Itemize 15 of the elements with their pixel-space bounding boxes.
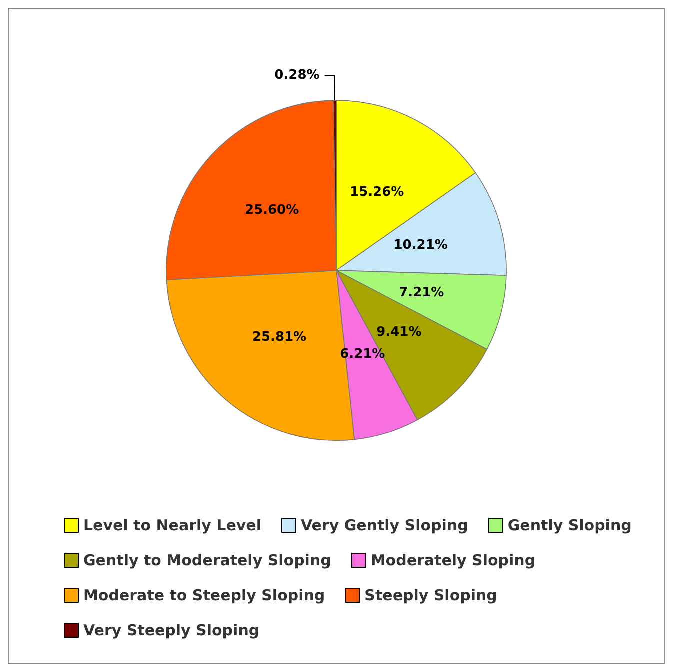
- legend-label: Steeply Sloping: [364, 586, 498, 604]
- data-label: 25.81%: [252, 330, 307, 346]
- data-label: 15.26%: [350, 185, 404, 200]
- data-label: 10.21%: [394, 238, 448, 253]
- legend-label: Moderately Sloping: [370, 552, 536, 570]
- legend-label: Very Gently Sloping: [300, 516, 468, 534]
- legend-label: Gently Sloping: [508, 516, 632, 534]
- data-label: 0.28%: [274, 68, 320, 84]
- legend-label: Level to Nearly Level: [84, 516, 262, 534]
- data-label: 9.41%: [376, 324, 422, 340]
- legend-label: Moderate to Steeply Sloping: [84, 586, 326, 604]
- data-label: 7.21%: [399, 285, 444, 300]
- data-label: 25.60%: [244, 203, 300, 218]
- legend-label: Very Steeply Sloping: [84, 622, 260, 640]
- legend-label: Gently to Moderately Sloping: [84, 552, 332, 570]
